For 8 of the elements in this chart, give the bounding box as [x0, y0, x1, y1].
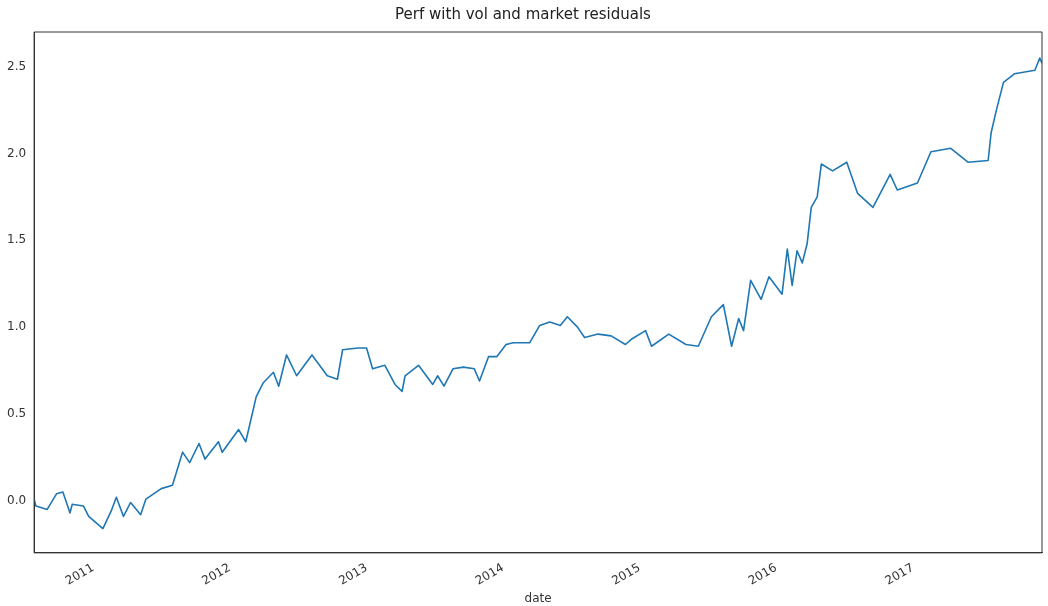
- y-tick-label: 1.0: [6, 319, 27, 334]
- y-tick-label: 0.0: [6, 492, 27, 507]
- y-tick-label: 2.0: [6, 145, 27, 160]
- y-tick-label: 0.5: [6, 406, 27, 421]
- y-tick-label: 1.5: [6, 232, 27, 247]
- y-tick-label: 2.5: [6, 58, 27, 73]
- x-axis-title: date: [524, 590, 552, 605]
- chart-title: Perf with vol and market residuals: [395, 4, 652, 23]
